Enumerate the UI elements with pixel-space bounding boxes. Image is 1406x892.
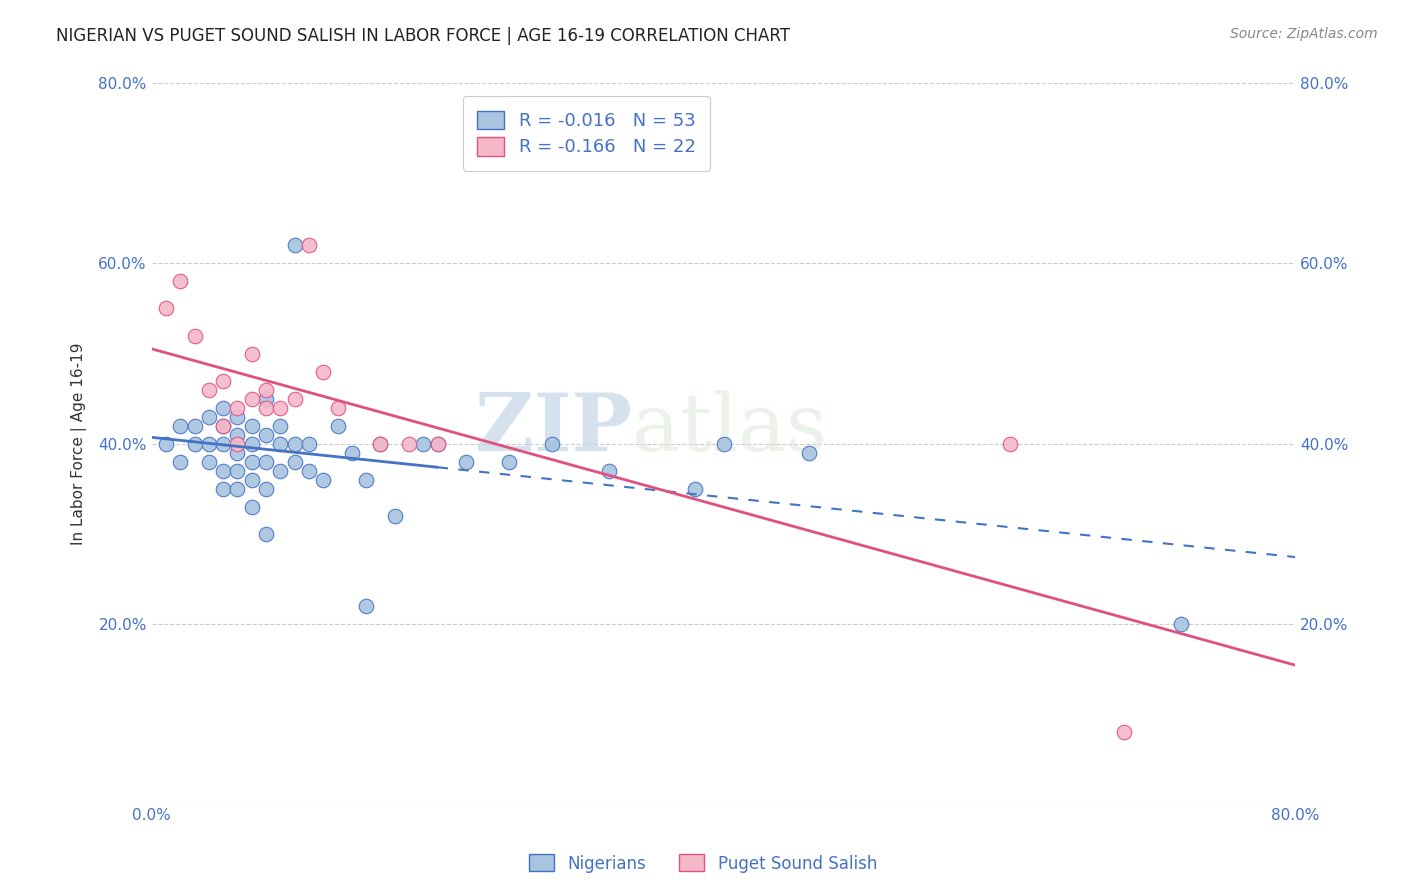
Point [1112,724,1135,739]
Point [198,383,221,397]
Point [240,392,263,406]
Point [284,392,307,406]
Point [370,436,392,450]
Point [169,454,191,468]
Point [212,374,235,388]
Point [541,436,564,450]
Point [183,436,205,450]
Point [212,418,235,433]
Point [998,436,1021,450]
Legend: Nigerians, Puget Sound Salish: Nigerians, Puget Sound Salish [522,847,884,880]
Point [284,454,307,468]
Point [312,473,335,487]
Point [598,464,620,478]
Text: ZIP: ZIP [475,390,633,468]
Point [226,445,249,459]
Point [212,436,235,450]
Point [212,418,235,433]
Point [799,445,821,459]
Point [326,418,349,433]
Point [198,436,221,450]
Point [269,464,291,478]
Point [212,482,235,496]
Point [212,401,235,415]
Point [426,436,449,450]
Point [169,418,191,433]
Point [456,454,478,468]
Point [498,454,520,468]
Point [183,328,205,343]
Point [269,401,291,415]
Text: atlas: atlas [633,390,827,468]
Point [340,445,363,459]
Point [269,436,291,450]
Point [370,436,392,450]
Point [254,454,277,468]
Point [254,392,277,406]
Point [298,436,321,450]
Point [198,454,221,468]
Point [1170,616,1192,631]
Point [284,238,307,252]
Point [398,436,420,450]
Point [155,436,177,450]
Point [312,364,335,378]
Point [240,454,263,468]
Point [298,464,321,478]
Point [254,526,277,541]
Point [198,409,221,424]
Point [226,427,249,442]
Point [226,409,249,424]
Point [683,482,706,496]
Point [426,436,449,450]
Legend: R = -0.016   N = 53, R = -0.166   N = 22: R = -0.016 N = 53, R = -0.166 N = 22 [463,96,710,171]
Point [226,464,249,478]
Point [713,436,735,450]
Point [240,500,263,514]
Point [354,599,377,613]
Point [326,401,349,415]
Point [240,473,263,487]
Point [240,436,263,450]
Point [226,482,249,496]
Point [169,275,191,289]
Point [240,418,263,433]
Point [298,238,321,252]
Point [412,436,434,450]
Point [226,436,249,450]
Point [384,508,406,523]
Text: Source: ZipAtlas.com: Source: ZipAtlas.com [1230,27,1378,41]
Point [254,401,277,415]
Text: NIGERIAN VS PUGET SOUND SALISH IN LABOR FORCE | AGE 16-19 CORRELATION CHART: NIGERIAN VS PUGET SOUND SALISH IN LABOR … [56,27,790,45]
Point [354,473,377,487]
Point [226,401,249,415]
Point [269,418,291,433]
Point [240,346,263,360]
Point [183,418,205,433]
Point [212,464,235,478]
Point [254,427,277,442]
Point [254,383,277,397]
Point [254,482,277,496]
Y-axis label: In Labor Force | Age 16-19: In Labor Force | Age 16-19 [72,343,87,545]
Point [155,301,177,316]
Point [284,436,307,450]
